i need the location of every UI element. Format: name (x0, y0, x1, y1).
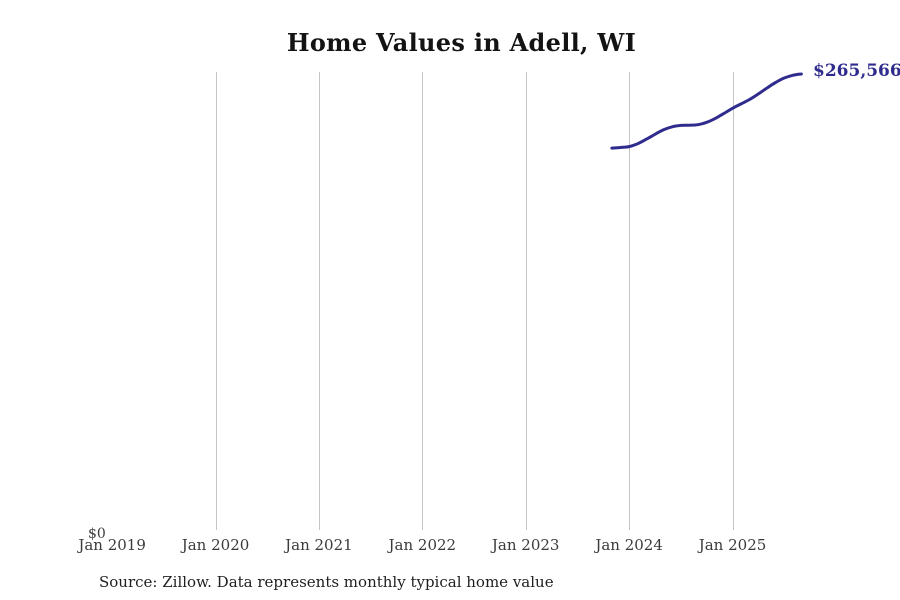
x-tick-label: Jan 2024 (595, 536, 663, 554)
latest-value-label: $265,566 (813, 61, 900, 81)
chart-title: Home Values in Adell, WI (286, 28, 637, 57)
x-tick-label: Jan 2023 (491, 536, 560, 554)
source-note: Source: Zillow. Data represents monthly … (99, 573, 554, 591)
grid-line (422, 72, 424, 530)
grid-line (215, 72, 217, 530)
y-axis-zero-label: $0 (88, 526, 106, 542)
grid-line (732, 72, 734, 530)
grid-line (629, 72, 631, 530)
x-tick-label: Jan 2019 (78, 536, 146, 554)
grid-line (525, 72, 527, 530)
grid-line (318, 72, 320, 530)
home-value-line-series (610, 72, 803, 150)
x-tick-label: Jan 2020 (181, 536, 250, 554)
x-tick-label: Jan 2025 (698, 536, 767, 554)
x-tick-label: Jan 2021 (285, 536, 353, 554)
x-tick-label: Jan 2022 (388, 536, 457, 554)
